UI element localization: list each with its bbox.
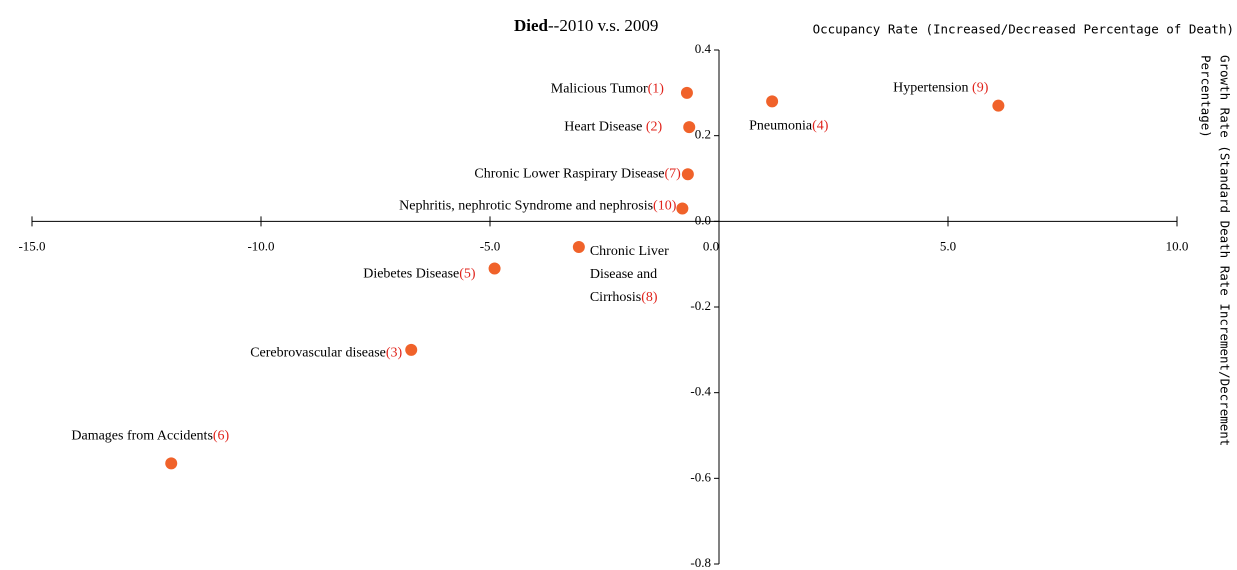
label-rank: (3): [385, 345, 403, 361]
label-rank: (6): [212, 428, 230, 444]
point-label: Damages from Accidents(6): [71, 425, 229, 448]
label-name: Heart Disease: [564, 119, 646, 135]
point-label: Chronic Lower Raspirary Disease(7): [474, 163, 680, 186]
label-rank: (4): [812, 118, 829, 134]
point-label: Hypertension (9): [893, 76, 988, 99]
point-label: Malicious Tumor(1): [551, 77, 664, 100]
point-label: Cerebrovascular disease(3): [250, 341, 402, 364]
y-tick-label: 0.2: [695, 127, 711, 142]
label-rank: (2): [645, 119, 663, 135]
label-name: Damages from Accidents: [71, 428, 213, 444]
title-rest: --2010 v.s. 2009: [548, 16, 658, 35]
label-name: Diebetes Disease: [363, 266, 460, 282]
x-tick-label: -5.0: [480, 238, 501, 253]
point: [766, 95, 779, 108]
point: [681, 168, 694, 181]
title-bold: Died: [514, 16, 549, 35]
point-label: Heart Disease (2): [564, 116, 662, 139]
label-rank: (5): [459, 266, 476, 282]
point: [572, 241, 585, 254]
label-name: Chronic Lower Raspirary Disease: [474, 166, 665, 182]
point-label: Nephritis, nephrotic Syndrome and nephro…: [399, 195, 676, 218]
x-tick-label: -10.0: [247, 238, 274, 253]
point: [992, 99, 1005, 112]
x-tick-label: 5.0: [940, 238, 956, 253]
label-name: Chronic Liver Disease and Cirrhosis: [589, 244, 669, 306]
x-tick-label: -15.0: [18, 238, 45, 253]
label-rank: (7): [664, 166, 681, 182]
point: [680, 86, 693, 99]
x-axis-label: Occupancy Rate (Increased/Decreased Perc…: [813, 22, 1234, 37]
point-label: Diebetes Disease(5): [363, 263, 475, 286]
x-tick-label: 10.0: [1166, 238, 1189, 253]
label-name: Pneumonia: [749, 118, 813, 134]
label-rank: (1): [647, 81, 664, 97]
point-label: Pneumonia(4): [749, 115, 828, 138]
y-tick-label: -0.8: [690, 555, 711, 570]
label-name: Nephritis, nephrotic Syndrome and nephro…: [399, 198, 654, 214]
y-tick-label: 0.4: [695, 41, 712, 56]
x-tick-label: 0.0: [703, 238, 719, 253]
point: [676, 202, 689, 215]
label-rank: (10): [653, 198, 677, 214]
y-tick-label: -0.6: [690, 469, 711, 484]
point-label: Chronic Liver Disease and Cirrhosis(8): [590, 240, 688, 309]
label-rank: (9): [972, 80, 989, 96]
y-axis-label: Growth Rate (Standard Death Rate Increme…: [1218, 55, 1233, 446]
label-rank: (8): [641, 290, 658, 306]
y-tick-label: -0.2: [690, 298, 711, 313]
point: [683, 121, 696, 134]
y-tick-label: -0.4: [690, 384, 711, 399]
point: [165, 457, 178, 470]
y-tick-label: 0.0: [695, 212, 711, 227]
label-name: Cerebrovascular disease: [250, 345, 386, 361]
point: [488, 262, 501, 275]
label-name: Malicious Tumor: [550, 81, 648, 97]
label-name: Hypertension: [893, 80, 973, 96]
point: [405, 343, 418, 356]
y-axis-label: Percentage): [1199, 55, 1214, 138]
